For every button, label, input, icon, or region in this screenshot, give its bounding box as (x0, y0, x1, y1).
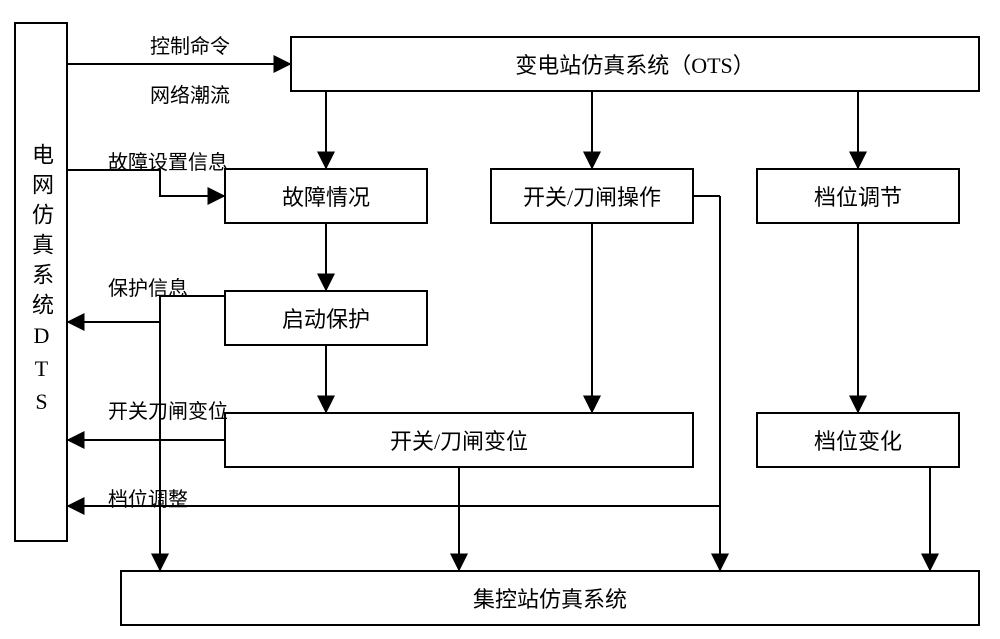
edge-label-ctrl-cmd: 控制命令 (150, 30, 230, 59)
node-ots-label: 变电站仿真系统（OTS） (515, 48, 755, 80)
node-switch-pos-label: 开关/刀闸变位 (390, 424, 528, 456)
node-switch-op: 开关/刀闸操作 (490, 168, 694, 224)
node-gear-adj: 档位调节 (756, 168, 960, 224)
node-switch-op-label: 开关/刀闸操作 (523, 180, 661, 212)
node-switch-pos: 开关/刀闸变位 (224, 412, 694, 468)
node-ccs: 集控站仿真系统 (120, 570, 980, 626)
node-protect: 启动保护 (224, 290, 428, 346)
node-fault-label: 故障情况 (282, 180, 370, 212)
edge-label-switch-info: 开关刀闸变位 (108, 395, 228, 424)
node-ccs-label: 集控站仿真系统 (473, 582, 627, 614)
edge-label-protect-info: 保护信息 (108, 272, 188, 301)
node-fault: 故障情况 (224, 168, 428, 224)
edge-label-gear-info: 档位调整 (108, 483, 188, 512)
node-dts: 电网仿真系统DTS (14, 22, 68, 542)
node-dts-label: 电网仿真系统DTS (25, 143, 57, 422)
node-gear-chg: 档位变化 (756, 412, 960, 468)
edge-label-net-flow: 网络潮流 (150, 79, 230, 108)
node-ots: 变电站仿真系统（OTS） (290, 36, 980, 92)
edge-label-fault-set: 故障设置信息 (108, 146, 228, 175)
node-protect-label: 启动保护 (282, 302, 370, 334)
node-gear-adj-label: 档位调节 (814, 180, 902, 212)
node-gear-chg-label: 档位变化 (814, 424, 902, 456)
